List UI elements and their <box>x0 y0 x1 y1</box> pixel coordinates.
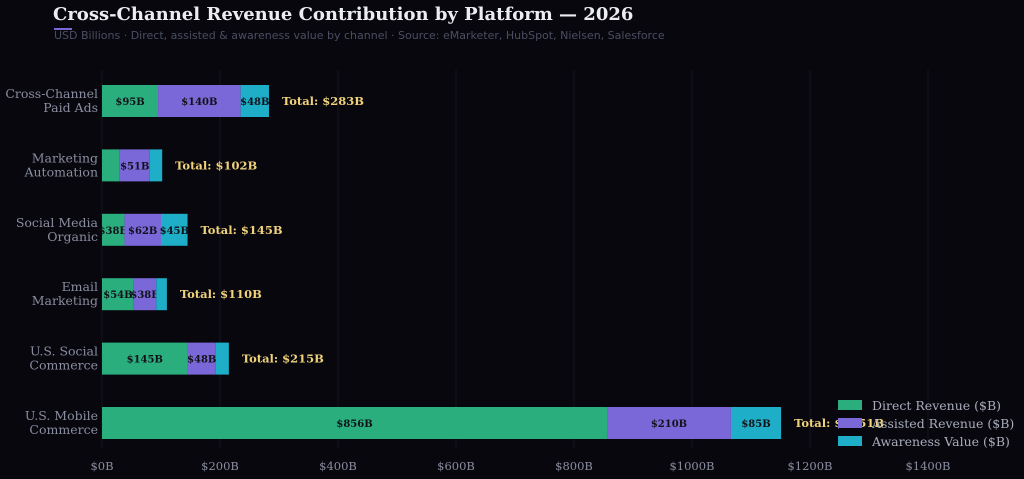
bar-segment-awareness <box>156 278 167 311</box>
data-label-awareness: $48B <box>240 97 269 108</box>
data-label-assisted: $51B <box>120 161 149 172</box>
data-label-assisted: $140B <box>181 97 217 108</box>
data-label-direct: $856B <box>336 419 372 430</box>
legend-item-direct: Direct Revenue ($B) <box>838 396 1014 414</box>
y-category-label: Paid Ads <box>43 100 98 115</box>
bar-segment-direct <box>102 342 188 375</box>
legend: Direct Revenue ($B) Assisted Revenue ($B… <box>838 396 1014 450</box>
legend-label-awareness: Awareness Value ($B) <box>872 433 1010 449</box>
y-category-label: Marketing <box>32 150 98 165</box>
data-label-assisted: $62B <box>128 226 157 237</box>
bar-segment-awareness <box>240 85 269 117</box>
bar-segment-direct <box>102 85 159 117</box>
x-tick-label: $0B <box>90 459 113 473</box>
total-label: Total: $102B <box>175 158 257 172</box>
legend-item-assisted: Assisted Revenue ($B) <box>838 414 1014 432</box>
bar-segment-direct <box>102 213 125 246</box>
total-label: Total: $215B <box>242 352 324 366</box>
y-category-label: Social Media <box>16 215 99 230</box>
x-tick-label: $1000B <box>669 459 714 473</box>
x-tick-label: $800B <box>555 459 593 473</box>
data-label-assisted: $210B <box>651 419 687 430</box>
chart-title: Cross-Channel Revenue Contribution by Pl… <box>53 4 634 25</box>
legend-label-assisted: Assisted Revenue ($B) <box>872 415 1015 431</box>
bar-segment-direct <box>102 149 120 182</box>
y-category-label: Commerce <box>29 358 98 373</box>
data-label-direct: $145B <box>127 355 163 366</box>
bar-segment-awareness <box>730 407 782 439</box>
legend-item-awareness: Awareness Value ($B) <box>838 432 1014 450</box>
bar-segment-assisted <box>119 149 150 182</box>
x-tick-label: $200B <box>201 459 239 473</box>
legend-swatch-assisted <box>838 418 862 428</box>
bar-segment-awareness <box>161 213 188 246</box>
bar-segment-awareness <box>149 149 163 182</box>
y-category-label: Automation <box>23 164 98 179</box>
data-label-direct: $95B <box>115 97 144 108</box>
x-tick-label: $1400B <box>905 459 950 473</box>
bar-segment-assisted <box>124 213 161 246</box>
chart-subtitle: USD Billions · Direct, assisted & awaren… <box>54 29 665 42</box>
x-tick-label: $1200B <box>787 459 832 473</box>
y-category-label: Email <box>62 279 98 294</box>
x-tick-label: $600B <box>437 459 475 473</box>
bar-segment-assisted <box>133 278 157 311</box>
data-label-assisted: $48B <box>187 355 216 366</box>
y-category-label: U.S. Mobile <box>25 408 98 423</box>
total-label: Total: $283B <box>282 94 364 108</box>
data-label-awareness: $45B <box>160 226 189 237</box>
bar-segment-direct <box>102 278 134 311</box>
bar-segment-direct <box>102 407 608 439</box>
total-label: Total: $110B <box>180 287 262 301</box>
bar-segment-assisted <box>158 85 241 117</box>
bar-segment-awareness <box>215 342 229 375</box>
data-label-awareness: $85B <box>741 419 770 430</box>
y-category-label: Cross-Channel <box>5 86 98 101</box>
legend-swatch-direct <box>838 400 862 410</box>
bar-segment-assisted <box>607 407 731 439</box>
y-category-label: Commerce <box>29 422 98 437</box>
data-label-direct: $54B <box>103 290 132 301</box>
data-label-assisted: $38B <box>130 290 159 301</box>
x-tick-label: $400B <box>319 459 357 473</box>
title-accent-line <box>54 28 72 30</box>
y-category-label: Organic <box>47 229 98 244</box>
total-label: Total: $145B <box>201 223 283 237</box>
bar-segment-assisted <box>187 342 216 375</box>
legend-swatch-awareness <box>838 436 862 446</box>
y-category-label: Marketing <box>32 293 98 308</box>
y-category-label: U.S. Social <box>30 344 98 359</box>
legend-label-direct: Direct Revenue ($B) <box>872 397 1002 413</box>
data-label-direct: $38B <box>99 226 128 237</box>
